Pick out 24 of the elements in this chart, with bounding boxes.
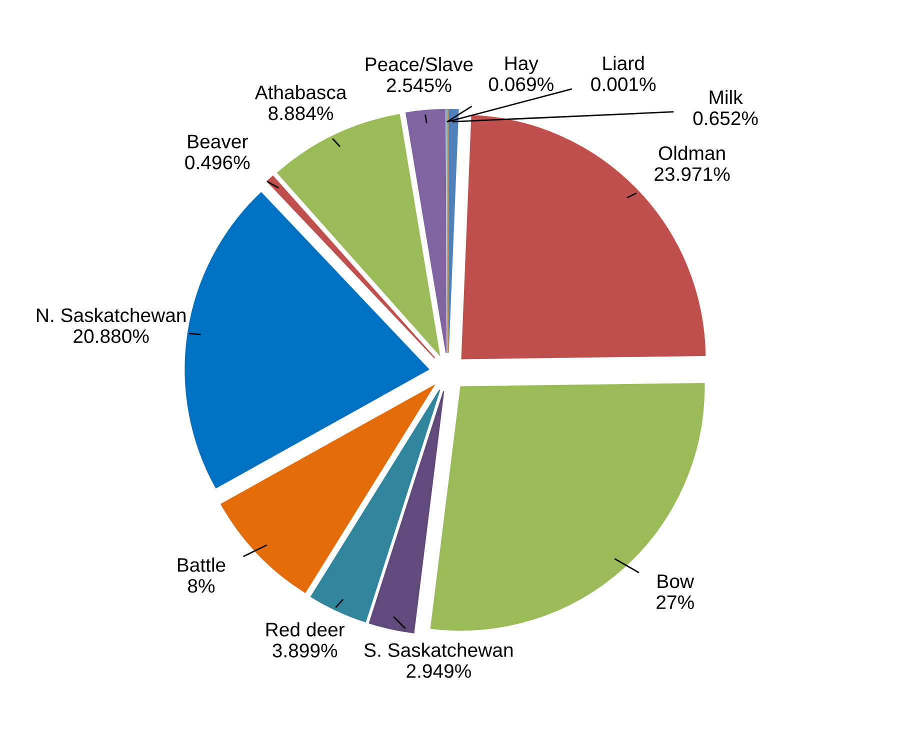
slice-label: S. Saskatchewan [364,642,513,657]
slice-label: Battle [178,558,226,572]
slice-label: Athabasca [254,84,347,100]
slice-label: N. Saskatchewan [37,308,186,322]
slice-label: Beaver [188,134,248,148]
slice-label: Oldman [658,146,725,160]
data-label: 8.884% [268,106,334,120]
slice-label: Liard [603,56,644,70]
data-label: 3.899% [272,644,338,658]
data-label: 27% [656,595,694,610]
data-label: 2.545% [386,78,452,92]
data-label: 20.880% [74,329,149,344]
data-label: 23.971% [654,167,730,182]
slice-label: Hay [505,56,538,74]
data-label: 8% [188,579,215,593]
data-label: 0.001% [591,77,656,92]
data-label: 0.496% [185,156,250,170]
slice-label: Milk [710,90,743,104]
data-label: 0.652% [693,111,758,126]
slice-label: Bow [658,574,694,588]
data-label: 0.069% [488,77,554,92]
data-label: 2.949% [406,664,471,678]
slice-label: Peace/Slave [366,56,473,72]
slice-label: Red deer [266,622,345,636]
